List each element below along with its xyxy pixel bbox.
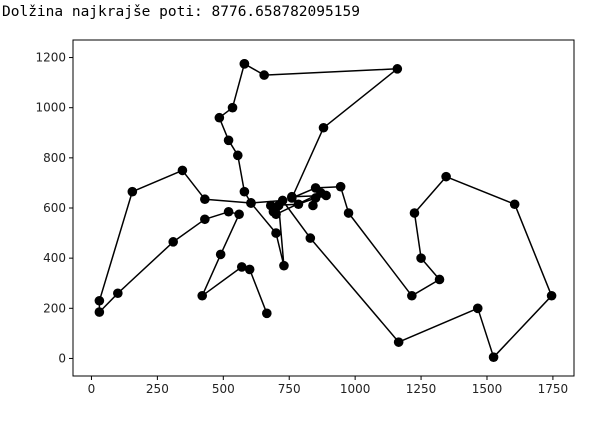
data-point — [224, 207, 234, 217]
data-point — [168, 237, 178, 247]
x-tick-label: 1500 — [472, 382, 503, 396]
data-point — [435, 275, 445, 285]
y-tick-label: 400 — [43, 251, 66, 265]
data-point — [240, 59, 250, 69]
data-point — [228, 103, 238, 113]
x-tick-label: 250 — [146, 382, 169, 396]
data-point — [216, 250, 226, 260]
x-tick-label: 0 — [88, 382, 96, 396]
x-tick-label: 750 — [278, 382, 301, 396]
data-point — [407, 291, 417, 301]
data-point — [336, 182, 346, 192]
data-point — [224, 135, 234, 145]
data-point — [287, 192, 297, 202]
x-tick-label: 1000 — [340, 382, 371, 396]
data-point — [311, 193, 321, 203]
y-tick-label: 1000 — [35, 101, 66, 115]
data-point — [441, 172, 451, 182]
data-point — [128, 187, 138, 197]
y-tick-label: 600 — [43, 201, 66, 215]
data-point — [319, 123, 329, 133]
data-point — [259, 70, 269, 80]
data-point — [95, 296, 105, 306]
data-point — [95, 307, 105, 317]
data-point — [178, 166, 188, 176]
data-point — [240, 187, 250, 197]
data-point — [262, 309, 272, 319]
y-tick-label: 800 — [43, 151, 66, 165]
x-tick-label: 1750 — [538, 382, 569, 396]
data-point — [394, 337, 404, 347]
data-point — [215, 113, 225, 123]
data-point — [306, 233, 316, 243]
data-point — [489, 352, 499, 362]
data-point — [233, 151, 243, 161]
data-point — [279, 261, 289, 271]
data-point — [473, 303, 483, 313]
data-point — [197, 291, 207, 301]
data-point — [393, 64, 403, 74]
data-point — [234, 209, 244, 219]
data-point — [113, 288, 123, 298]
data-point — [410, 208, 420, 218]
data-point — [200, 214, 210, 224]
y-tick-label: 1200 — [35, 51, 66, 65]
data-point — [321, 191, 331, 201]
y-tick-label: 0 — [58, 351, 66, 365]
data-point — [344, 208, 354, 218]
plot-area — [73, 40, 574, 376]
data-point — [245, 265, 255, 275]
series-layer — [95, 59, 557, 362]
data-point — [271, 228, 281, 238]
data-point — [269, 207, 279, 217]
y-axis: 0 200 400 600 800 1000 1200 — [35, 51, 73, 366]
data-point — [200, 194, 210, 204]
data-point — [294, 199, 304, 209]
x-tick-label: 1250 — [406, 382, 437, 396]
y-tick-label: 200 — [43, 301, 66, 315]
x-axis: 0 250 500 750 1000 1250 1500 1750 — [88, 376, 569, 396]
data-point — [510, 199, 520, 209]
data-point — [416, 253, 426, 263]
data-point — [246, 198, 256, 208]
data-point — [547, 291, 557, 301]
x-tick-label: 500 — [212, 382, 235, 396]
